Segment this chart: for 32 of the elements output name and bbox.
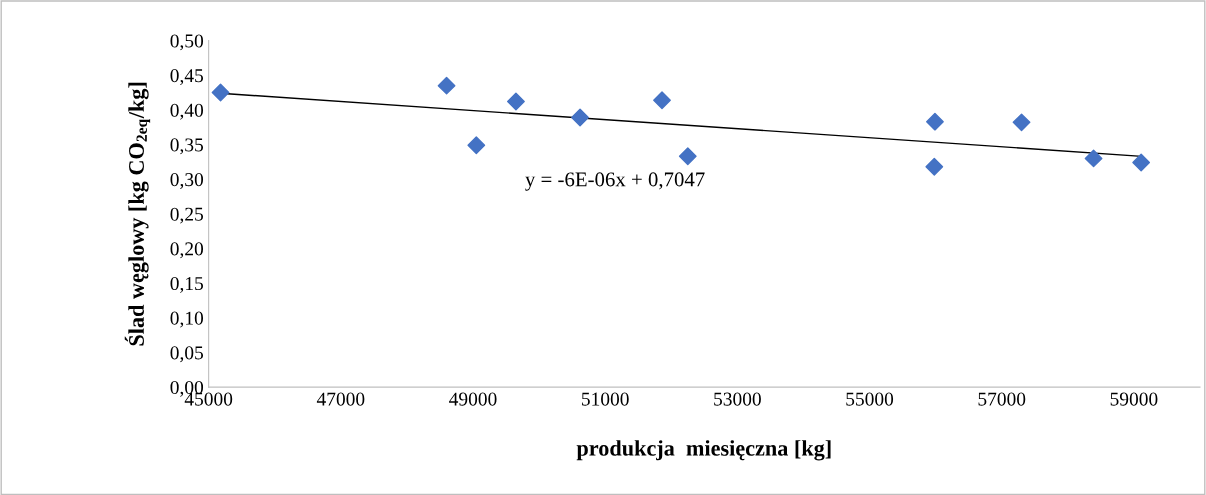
point <box>507 92 525 111</box>
y-tick-label: 0,30 <box>170 173 204 189</box>
y-tick-label: 0,15 <box>170 276 204 293</box>
point <box>926 112 944 131</box>
x-axis-title: produkcja miesięczna [kg] <box>576 440 831 461</box>
point <box>1132 153 1151 172</box>
y-tick-label: 0,05 <box>170 346 204 363</box>
x-tick-label: 53000 <box>714 392 761 406</box>
point <box>925 157 944 176</box>
y-tick-label: 0,50 <box>170 34 204 51</box>
x-tick-label: 55000 <box>846 392 894 406</box>
x-tick-label: 57000 <box>978 392 1026 406</box>
point <box>467 136 486 155</box>
point <box>211 83 230 102</box>
x-tick-label: 51000 <box>582 392 629 406</box>
annotation: y = -6E-06x + 0,7047 <box>525 172 705 191</box>
point <box>437 76 456 95</box>
y-tick-label: 0,10 <box>170 311 204 328</box>
point <box>1012 113 1031 132</box>
y-tick-label: 0,40 <box>170 103 204 120</box>
point <box>1084 149 1103 168</box>
point <box>571 108 589 127</box>
point <box>653 91 671 110</box>
y-tick-label: 0,25 <box>170 207 204 224</box>
y-tick-label: 0,45 <box>170 69 204 85</box>
y-tick-label: 0,20 <box>170 242 204 259</box>
x-tick-label: 59000 <box>1110 392 1158 406</box>
x-tick-label: 49000 <box>449 392 497 406</box>
x-tick-label: 47000 <box>316 392 365 406</box>
point <box>678 147 697 166</box>
y-tick-label: 0,35 <box>170 138 204 155</box>
y-axis-title: Ślad węglowy [kg CO$_{2eq}$/kg] <box>124 82 151 346</box>
